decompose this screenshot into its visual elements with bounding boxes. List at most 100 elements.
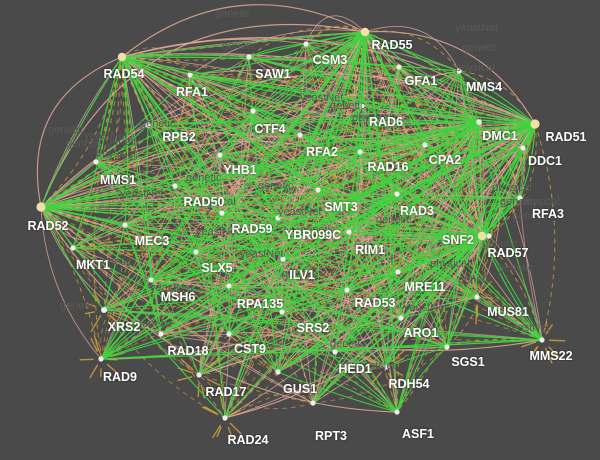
node-label[interactable]: RAD9 (102, 370, 138, 384)
node-label[interactable]: MMS22 (529, 349, 573, 363)
network-node[interactable] (332, 349, 338, 355)
network-node[interactable] (117, 52, 127, 62)
network-node[interactable] (101, 307, 107, 313)
node-label[interactable]: RFA2 (306, 145, 338, 159)
node-label[interactable]: RAD52 (27, 219, 69, 233)
network-node[interactable] (310, 400, 316, 406)
network-node[interactable] (279, 309, 285, 315)
network-node[interactable] (280, 256, 286, 262)
node-label[interactable]: CST9 (234, 342, 266, 356)
node-label[interactable]: SMT3 (324, 200, 358, 214)
network-node[interactable] (486, 233, 492, 239)
network-node[interactable] (315, 187, 321, 193)
network-node[interactable] (187, 72, 193, 78)
node-label[interactable]: GUS1 (282, 382, 318, 396)
node-label[interactable]: MRE11 (404, 280, 446, 294)
network-node[interactable] (297, 132, 303, 138)
node-label[interactable]: RPB2 (162, 130, 196, 144)
node-label[interactable]: RAD18 (167, 344, 209, 358)
node-label[interactable]: SAW1 (255, 67, 291, 81)
node-label[interactable]: RAD50 (183, 195, 225, 209)
network-node[interactable] (98, 356, 104, 362)
network-node[interactable] (394, 409, 400, 415)
network-node[interactable] (222, 415, 228, 421)
network-node[interactable] (395, 269, 401, 275)
network-node[interactable] (539, 337, 545, 343)
network-node[interactable] (357, 149, 363, 155)
network-node[interactable] (226, 283, 232, 289)
network-node[interactable] (196, 372, 202, 378)
node-label[interactable]: SLX5 (201, 261, 233, 275)
node-label[interactable]: YHB1 (223, 163, 257, 177)
node-label[interactable]: ILV1 (289, 268, 315, 282)
network-node[interactable] (226, 331, 232, 337)
node-label[interactable]: SGS1 (451, 355, 485, 369)
node-label[interactable]: HED1 (338, 362, 372, 376)
node-label[interactable]: CPA2 (428, 153, 462, 167)
node-label[interactable]: RFA1 (176, 85, 208, 99)
network-node[interactable] (530, 119, 540, 129)
network-node[interactable] (303, 41, 309, 47)
node-label[interactable]: MMS1 (99, 173, 137, 187)
network-node[interactable] (517, 195, 523, 201)
node-label[interactable]: YBR099C (284, 228, 342, 242)
node-label[interactable]: CTF4 (254, 122, 286, 136)
node-label[interactable]: RIM1 (355, 243, 385, 257)
network-node[interactable] (70, 245, 76, 251)
node-label[interactable]: MSH6 (160, 290, 196, 304)
node-label[interactable]: RPT3 (315, 429, 347, 443)
node-label[interactable]: MUS81 (487, 305, 529, 319)
network-node[interactable] (250, 108, 256, 114)
node-label[interactable]: RAD59 (231, 222, 273, 236)
network-node[interactable] (122, 222, 128, 228)
node-label[interactable]: RAD3 (399, 204, 435, 218)
network-node[interactable] (344, 287, 350, 293)
network-node[interactable] (148, 277, 154, 283)
node-label[interactable]: CSM3 (312, 53, 348, 67)
node-label[interactable]: XRS2 (107, 320, 141, 334)
network-node[interactable] (36, 202, 46, 212)
node-label[interactable]: MEC3 (134, 234, 170, 248)
node-label[interactable]: DDC1 (527, 154, 563, 168)
network-node[interactable] (520, 145, 526, 151)
network-node[interactable] (396, 64, 402, 70)
node-label[interactable]: SNF2 (442, 233, 474, 247)
network-node[interactable] (346, 229, 352, 235)
network-node[interactable] (217, 152, 223, 158)
network-node[interactable] (275, 215, 281, 221)
network-node[interactable] (145, 122, 151, 128)
network-node[interactable] (93, 159, 99, 165)
network-node[interactable] (359, 103, 365, 109)
network-node[interactable] (275, 369, 281, 375)
network-node[interactable] (474, 294, 480, 300)
network-node[interactable] (476, 119, 482, 125)
node-label[interactable]: RAD17 (205, 385, 247, 399)
network-node[interactable] (444, 344, 450, 350)
network-node[interactable] (193, 249, 199, 255)
node-label[interactable]: ARO1 (403, 326, 439, 340)
network-node[interactable] (456, 68, 462, 74)
network-node[interactable] (477, 231, 487, 241)
node-label[interactable]: RAD6 (368, 115, 404, 129)
network-node[interactable] (383, 364, 389, 370)
node-label[interactable]: RFA3 (532, 207, 564, 221)
network-node[interactable] (172, 183, 178, 189)
node-label[interactable]: DMC1 (482, 129, 518, 143)
node-label[interactable]: RAD51 (545, 130, 587, 144)
network-node[interactable] (422, 142, 428, 148)
node-label[interactable]: RDH54 (388, 377, 430, 391)
node-label[interactable]: RAD53 (354, 296, 396, 310)
network-node[interactable] (246, 54, 252, 60)
node-label[interactable]: RAD55 (371, 38, 413, 52)
node-label[interactable]: RAD57 (487, 246, 529, 260)
node-label[interactable]: RAD24 (227, 433, 269, 447)
node-label[interactable]: MMS4 (465, 80, 503, 94)
network-node[interactable] (398, 315, 404, 321)
node-label[interactable]: ASF1 (402, 427, 434, 441)
network-node[interactable] (394, 191, 400, 197)
node-label[interactable]: SRS2 (296, 321, 330, 335)
node-label[interactable]: MKT1 (75, 258, 111, 272)
node-label[interactable]: RPA135 (236, 297, 284, 311)
node-label[interactable]: RAD54 (103, 67, 145, 81)
